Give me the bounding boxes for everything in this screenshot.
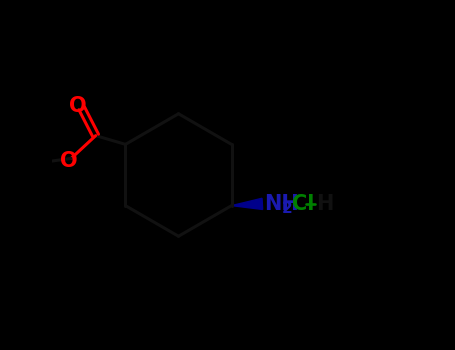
Text: O: O [60, 151, 77, 171]
Polygon shape [232, 198, 263, 209]
Text: 2: 2 [282, 201, 293, 216]
Text: O: O [69, 96, 86, 116]
Text: H: H [316, 194, 334, 214]
Text: Cl: Cl [293, 194, 315, 214]
Text: NH: NH [264, 194, 298, 214]
